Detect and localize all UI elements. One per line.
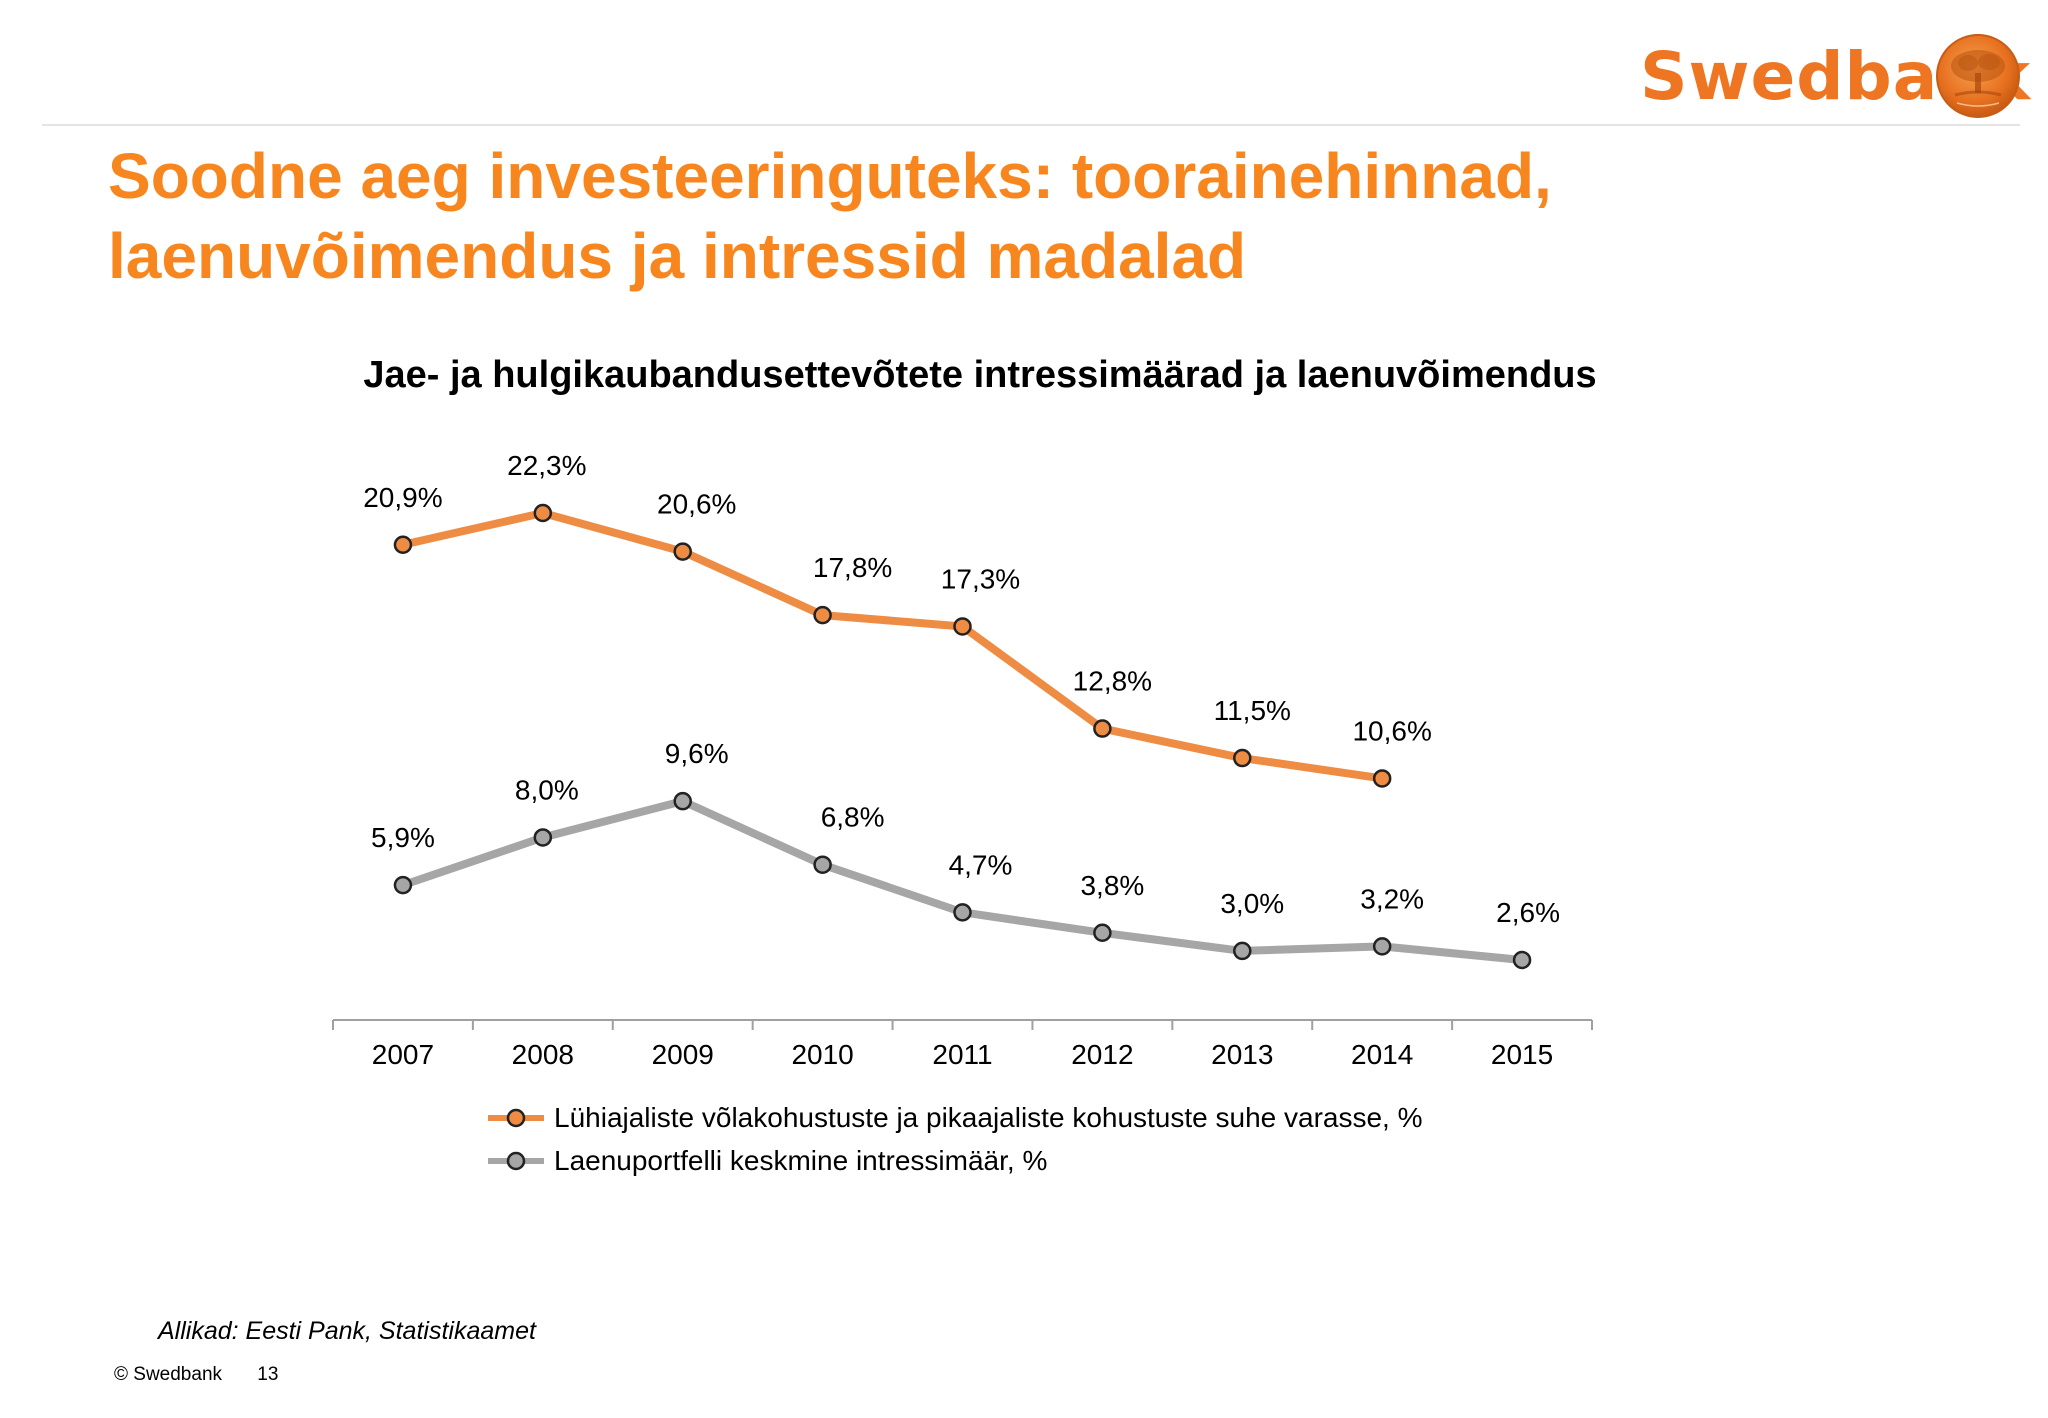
data-label: 10,6% (1352, 715, 1431, 746)
data-label: 20,9% (363, 482, 442, 513)
legend-swatch-leverage (488, 1108, 544, 1127)
x-tick-label: 2015 (1491, 1039, 1553, 1070)
x-tick-label: 2010 (791, 1039, 853, 1070)
data-label: 9,6% (665, 738, 729, 769)
data-point (673, 791, 692, 811)
x-tick-label: 2007 (372, 1039, 434, 1070)
data-label: 8,0% (515, 774, 579, 805)
footer-copyright: © Swedbank (114, 1364, 223, 1385)
data-label: 4,7% (949, 849, 1013, 880)
data-label: 22,3% (507, 450, 586, 481)
data-point (1233, 941, 1252, 961)
data-point (953, 617, 972, 636)
data-point (533, 828, 553, 847)
slide-title-line-2: laenuvõimendus ja intressid madalad (108, 220, 1247, 292)
footer: © Swedbank 13 (114, 1364, 308, 1386)
data-point (813, 855, 832, 874)
data-label: 6,8% (821, 802, 885, 833)
x-tick-label: 2011 (932, 1039, 992, 1070)
data-label: 3,2% (1360, 883, 1424, 914)
data-point (1233, 748, 1252, 768)
source-note: Allikad: Eesti Pank, Statistikaamet (158, 1317, 536, 1345)
x-tick-label: 2013 (1211, 1039, 1273, 1070)
data-label: 3,8% (1080, 870, 1144, 901)
data-label: 3,0% (1220, 888, 1284, 919)
data-point (533, 503, 553, 523)
x-tick-label: 2014 (1351, 1039, 1413, 1070)
data-point (1093, 719, 1112, 738)
legend-label-interest-rate: Laenuportfelli keskmine intressimäär, % (554, 1144, 1048, 1176)
legend-swatch-interest-rate (488, 1151, 544, 1170)
data-point (953, 903, 972, 922)
legend-label-leverage: Lühiajaliste võlakohustuste ja pikaajali… (554, 1101, 1423, 1133)
series-line-1 (398, 797, 1527, 964)
series-line-0 (398, 509, 1387, 783)
data-label: 17,8% (813, 552, 892, 583)
data-point (1372, 937, 1392, 956)
slide-title-line-1: Soodne aeg investeeringuteks: toorainehi… (108, 140, 1552, 212)
legend-item-leverage: Lühiajaliste võlakohustuste ja pikaajali… (486, 1096, 1423, 1139)
footer-page-number: 13 (257, 1364, 279, 1385)
data-label: 11,5% (1214, 695, 1291, 726)
data-label: 12,8% (1073, 666, 1152, 697)
legend-item-interest-rate: Laenuportfelli keskmine intressimäär, % (486, 1139, 1423, 1182)
slide-title: Soodne aeg investeeringuteks: toorainehi… (108, 136, 1908, 296)
chart-title: Jae- ja hulgikaubandusettevõtete intress… (363, 354, 1597, 396)
x-tick-label: 2009 (652, 1039, 714, 1070)
header-divider (42, 124, 2020, 126)
data-point (393, 535, 413, 555)
oak-tree-logo-icon (1936, 34, 2020, 118)
data-label: 2,6% (1496, 897, 1560, 928)
x-tick-label: 2008 (512, 1039, 574, 1070)
chart-legend: Lühiajaliste võlakohustuste ja pikaajali… (486, 1096, 1423, 1182)
data-point (673, 542, 692, 561)
data-point (813, 605, 832, 625)
data-label: 5,9% (371, 822, 435, 853)
data-label: 17,3% (941, 563, 1020, 594)
data-point (1372, 769, 1392, 788)
data-point (1093, 923, 1112, 943)
data-point (1512, 950, 1532, 970)
data-point (393, 875, 413, 895)
data-label: 20,6% (657, 489, 736, 520)
x-tick-label: 2012 (1071, 1039, 1133, 1070)
